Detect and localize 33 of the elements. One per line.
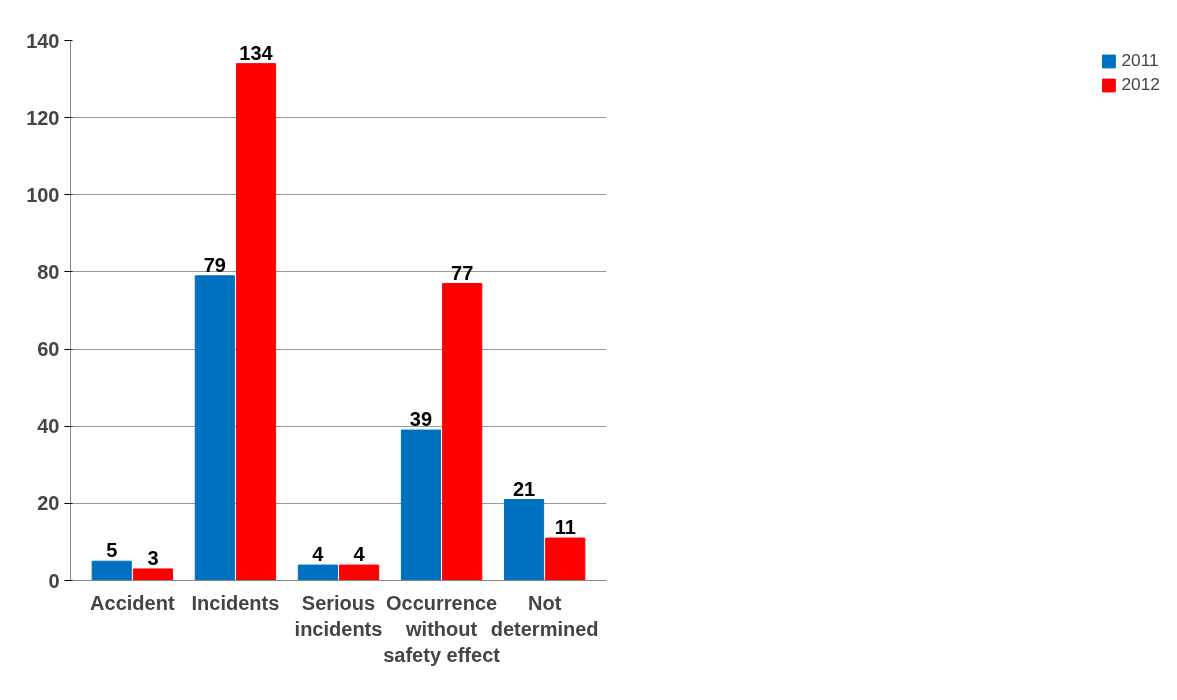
y-tick-label: 60 bbox=[37, 338, 60, 361]
y-tick-label: 100 bbox=[26, 183, 60, 206]
bar bbox=[503, 499, 545, 581]
bar bbox=[297, 564, 338, 581]
x-tick-label: Serious incidents bbox=[294, 591, 383, 640]
data-label: 134 bbox=[239, 41, 274, 64]
y-tick-label: 0 bbox=[48, 569, 60, 592]
x-tick-label: Incidents bbox=[191, 591, 280, 614]
bar bbox=[132, 568, 174, 581]
bar bbox=[442, 283, 483, 581]
y-tick-label: 80 bbox=[37, 260, 60, 283]
data-label: 21 bbox=[512, 477, 536, 500]
bar bbox=[235, 63, 277, 581]
y-tick-label: 140 bbox=[26, 29, 60, 52]
data-label: 4 bbox=[312, 543, 325, 566]
data-label: 77 bbox=[451, 261, 474, 284]
bar bbox=[400, 429, 442, 581]
bar bbox=[91, 560, 132, 581]
data-label: 3 bbox=[147, 546, 159, 569]
x-tick-label: Accident bbox=[90, 591, 175, 614]
data-label: 79 bbox=[203, 253, 226, 276]
legend-label: 2011 bbox=[1121, 50, 1159, 71]
bar bbox=[339, 564, 380, 581]
y-tick-label: 40 bbox=[37, 415, 60, 438]
y-tick-label: 20 bbox=[37, 492, 60, 515]
bar bbox=[545, 537, 586, 581]
data-label: 5 bbox=[106, 539, 118, 562]
data-label: 11 bbox=[554, 516, 576, 539]
legend-label: 2012 bbox=[1121, 74, 1160, 95]
bar bbox=[194, 275, 235, 581]
data-label: 4 bbox=[353, 543, 366, 566]
data-label: 39 bbox=[409, 408, 433, 431]
y-tick-label: 120 bbox=[26, 106, 60, 129]
